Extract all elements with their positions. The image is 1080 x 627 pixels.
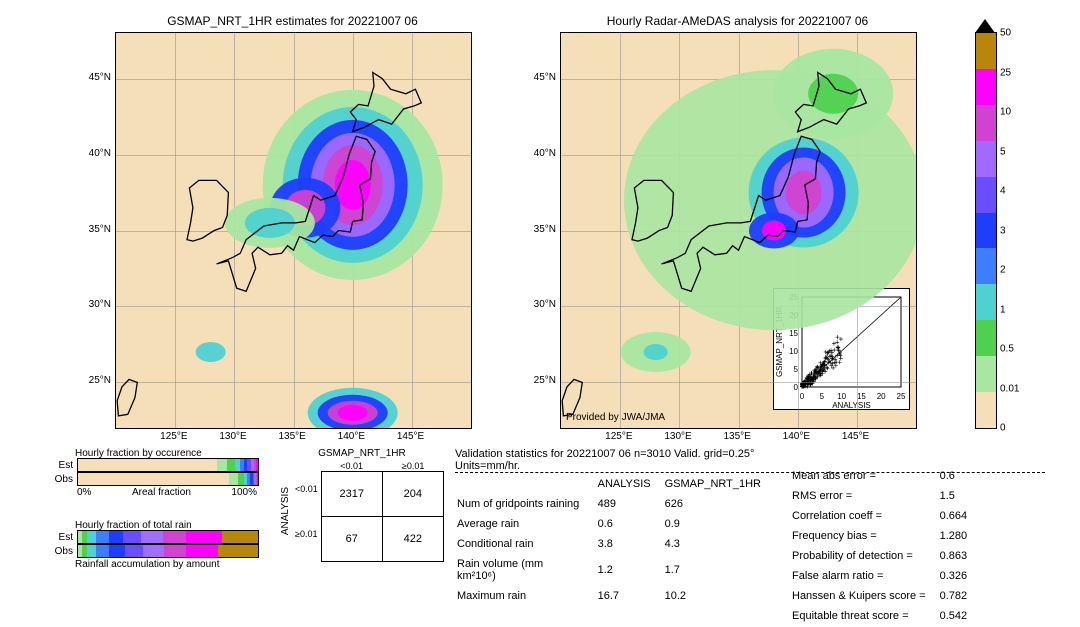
validation-header: Validation statistics for 20221007 06 n=… xyxy=(455,448,775,472)
left-map xyxy=(115,32,472,429)
contingency-table: 2317204 67422 xyxy=(321,471,444,562)
right-map: Provided by JWA/JMA 00551010151520202525… xyxy=(560,32,917,429)
right-map-panel: Hourly Radar-AMeDAS analysis for 2022100… xyxy=(560,32,915,429)
fraction-rain-panel: Hourly fraction of total rain EstObs Rai… xyxy=(45,520,270,570)
colorbar: 00.010.512345102550 xyxy=(975,32,997,429)
validation-left: Validation statistics for 20221007 06 n=… xyxy=(455,448,775,607)
left-map-panel: GSMAP_NRT_1HR estimates for 20221007 06 … xyxy=(115,32,470,429)
fraction-occurrence-panel: Hourly fraction by occurence EstObs 0% A… xyxy=(45,448,270,498)
validation-table: ANALYSISGSMAP_NRT_1HR Num of gridpoints … xyxy=(455,473,775,607)
ct-row-title: ANALYSIS xyxy=(280,487,291,535)
ct-col-title: GSMAP_NRT_1HR xyxy=(280,448,444,459)
stats-table: Mean abs error =0.6RMS error =1.5Correla… xyxy=(790,465,981,627)
left-map-title: GSMAP_NRT_1HR estimates for 20221007 06 xyxy=(115,14,470,28)
validation-right: Mean abs error =0.6RMS error =1.5Correla… xyxy=(790,465,981,627)
right-map-title: Hourly Radar-AMeDAS analysis for 2022100… xyxy=(560,14,915,28)
fraction-rain-footer: Rainfall accumulation by amount xyxy=(75,559,270,570)
contingency-panel: GSMAP_NRT_1HR ANALYSIS <0.01 ≥0.01 <0.01… xyxy=(280,448,444,562)
